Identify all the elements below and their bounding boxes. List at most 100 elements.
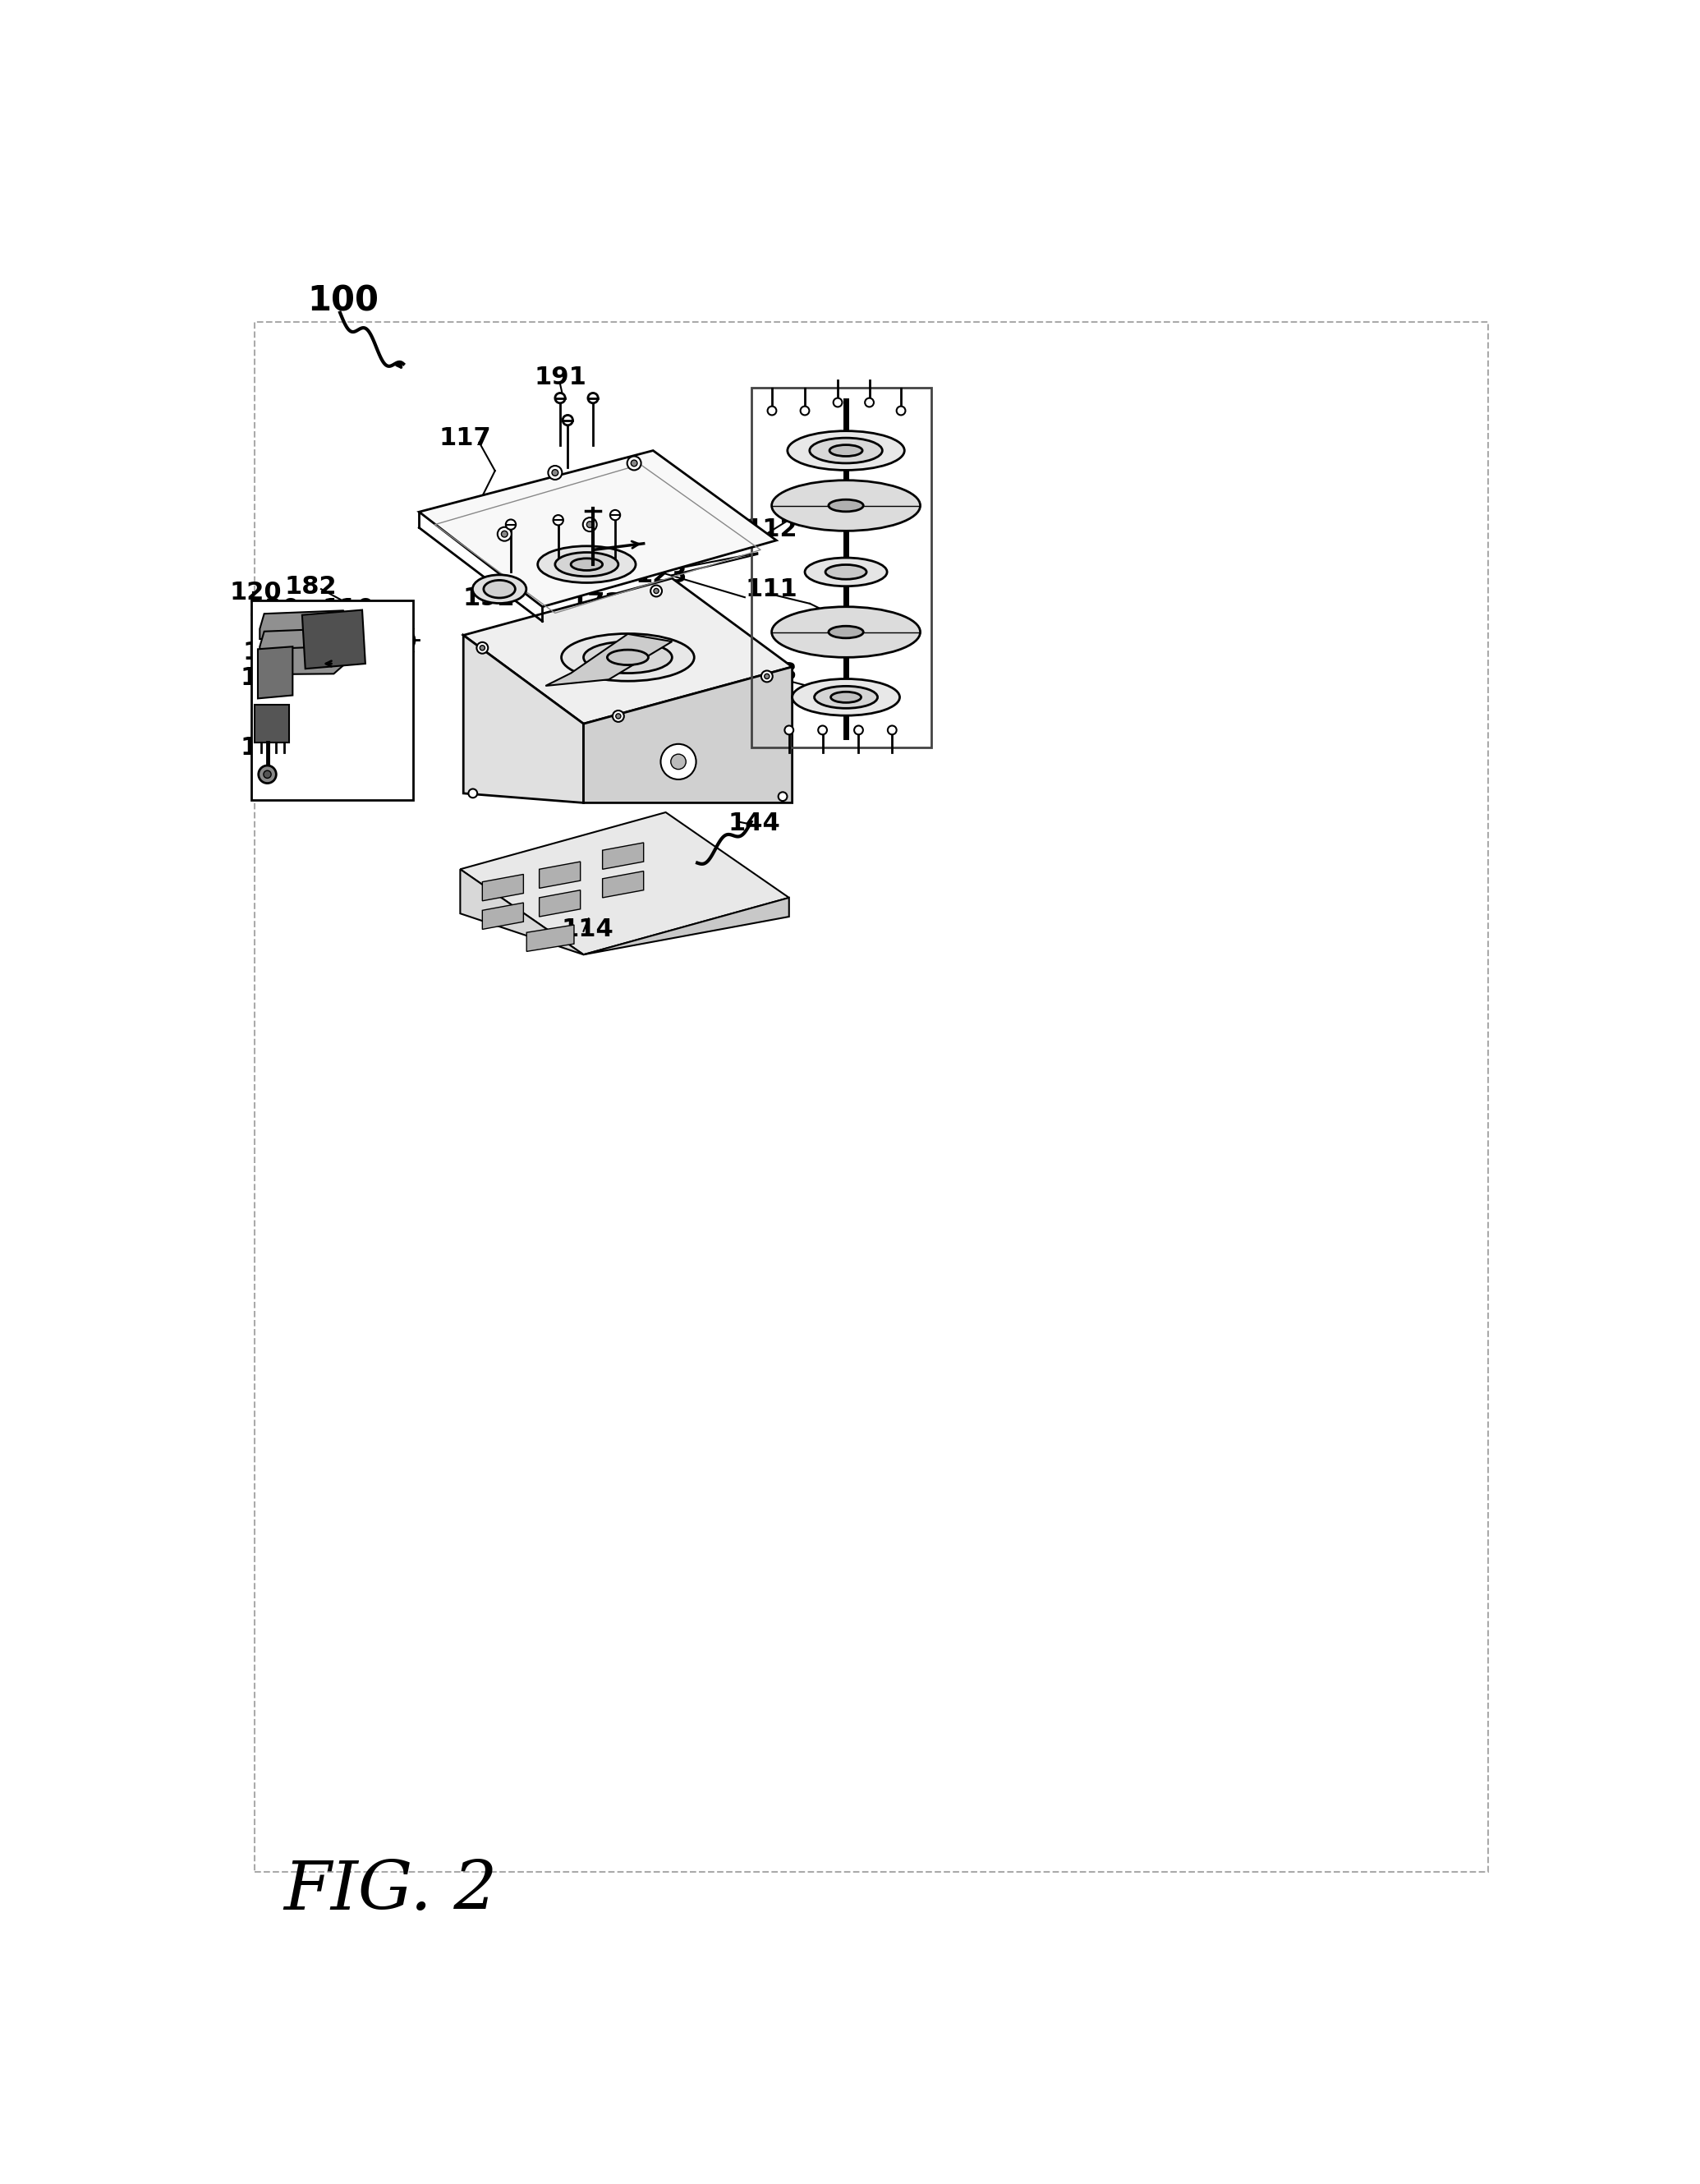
Text: 172: 172 bbox=[570, 592, 622, 616]
Circle shape bbox=[556, 393, 564, 404]
Text: 130: 130 bbox=[248, 596, 299, 620]
Polygon shape bbox=[483, 902, 524, 930]
Polygon shape bbox=[303, 609, 366, 668]
Ellipse shape bbox=[556, 553, 619, 577]
Ellipse shape bbox=[537, 546, 636, 583]
Circle shape bbox=[612, 710, 624, 723]
Text: 184: 184 bbox=[240, 736, 292, 760]
Ellipse shape bbox=[772, 480, 920, 531]
Circle shape bbox=[391, 642, 406, 657]
Text: 111: 111 bbox=[745, 579, 797, 601]
Circle shape bbox=[479, 644, 484, 651]
Circle shape bbox=[651, 585, 661, 596]
Polygon shape bbox=[461, 869, 583, 954]
Polygon shape bbox=[539, 863, 580, 889]
Circle shape bbox=[765, 675, 770, 679]
Polygon shape bbox=[461, 812, 789, 954]
Circle shape bbox=[785, 725, 794, 734]
Ellipse shape bbox=[792, 679, 899, 716]
Text: 113: 113 bbox=[745, 662, 797, 686]
Polygon shape bbox=[260, 629, 350, 657]
Text: 180: 180 bbox=[314, 644, 365, 668]
Text: 123: 123 bbox=[636, 563, 687, 587]
Circle shape bbox=[610, 511, 620, 520]
Ellipse shape bbox=[787, 430, 904, 470]
Polygon shape bbox=[602, 843, 644, 869]
Circle shape bbox=[801, 406, 809, 415]
Text: 100: 100 bbox=[308, 284, 379, 319]
Circle shape bbox=[393, 629, 415, 651]
Ellipse shape bbox=[814, 686, 877, 708]
Ellipse shape bbox=[830, 446, 862, 456]
Circle shape bbox=[563, 415, 573, 426]
Ellipse shape bbox=[828, 627, 864, 638]
Text: 120: 120 bbox=[230, 581, 282, 605]
Circle shape bbox=[393, 607, 401, 616]
Bar bbox=[252, 601, 413, 799]
Circle shape bbox=[588, 393, 598, 404]
Circle shape bbox=[631, 461, 638, 467]
Polygon shape bbox=[258, 646, 292, 699]
Circle shape bbox=[896, 406, 906, 415]
Circle shape bbox=[476, 642, 488, 653]
Ellipse shape bbox=[473, 574, 527, 603]
Circle shape bbox=[552, 515, 563, 524]
Polygon shape bbox=[602, 871, 644, 898]
Ellipse shape bbox=[571, 559, 602, 570]
Text: 159: 159 bbox=[240, 666, 292, 690]
Text: 117: 117 bbox=[439, 426, 491, 450]
Bar bbox=[751, 387, 932, 747]
Ellipse shape bbox=[483, 581, 515, 598]
Circle shape bbox=[505, 520, 515, 529]
Circle shape bbox=[762, 670, 772, 681]
Polygon shape bbox=[583, 666, 792, 804]
Text: 112: 112 bbox=[745, 518, 797, 542]
Ellipse shape bbox=[826, 566, 867, 579]
Polygon shape bbox=[420, 450, 777, 607]
Ellipse shape bbox=[607, 651, 648, 664]
Polygon shape bbox=[483, 874, 524, 900]
Circle shape bbox=[887, 725, 896, 734]
Circle shape bbox=[833, 397, 841, 406]
Circle shape bbox=[258, 767, 275, 784]
Polygon shape bbox=[260, 612, 350, 640]
Circle shape bbox=[552, 470, 558, 476]
Ellipse shape bbox=[583, 642, 672, 673]
Circle shape bbox=[547, 465, 563, 480]
Circle shape bbox=[654, 587, 660, 594]
Circle shape bbox=[661, 745, 695, 780]
Circle shape bbox=[818, 725, 826, 734]
Text: 160: 160 bbox=[321, 625, 374, 649]
Circle shape bbox=[767, 406, 777, 415]
Polygon shape bbox=[583, 898, 789, 954]
Polygon shape bbox=[255, 705, 289, 743]
Circle shape bbox=[264, 771, 270, 778]
Circle shape bbox=[865, 397, 874, 406]
Circle shape bbox=[469, 788, 478, 797]
Ellipse shape bbox=[831, 692, 862, 703]
Ellipse shape bbox=[804, 557, 887, 585]
Text: 170: 170 bbox=[552, 563, 605, 587]
Text: FIG. 2: FIG. 2 bbox=[284, 1859, 496, 1924]
Circle shape bbox=[615, 714, 620, 719]
Polygon shape bbox=[527, 924, 575, 952]
Circle shape bbox=[583, 518, 597, 531]
Text: 144: 144 bbox=[728, 812, 780, 836]
Text: 191: 191 bbox=[534, 367, 586, 389]
Text: 114: 114 bbox=[561, 917, 614, 941]
Polygon shape bbox=[539, 891, 580, 917]
Circle shape bbox=[586, 522, 593, 529]
Ellipse shape bbox=[561, 633, 694, 681]
Polygon shape bbox=[546, 633, 672, 686]
Circle shape bbox=[498, 526, 512, 542]
Circle shape bbox=[672, 753, 687, 769]
Text: 110: 110 bbox=[321, 596, 374, 620]
Polygon shape bbox=[260, 646, 350, 675]
Ellipse shape bbox=[772, 607, 920, 657]
Text: 116: 116 bbox=[639, 778, 692, 802]
Circle shape bbox=[627, 456, 641, 470]
Text: 152: 152 bbox=[252, 612, 304, 636]
Circle shape bbox=[501, 531, 508, 537]
Ellipse shape bbox=[828, 500, 864, 511]
Polygon shape bbox=[464, 579, 792, 723]
